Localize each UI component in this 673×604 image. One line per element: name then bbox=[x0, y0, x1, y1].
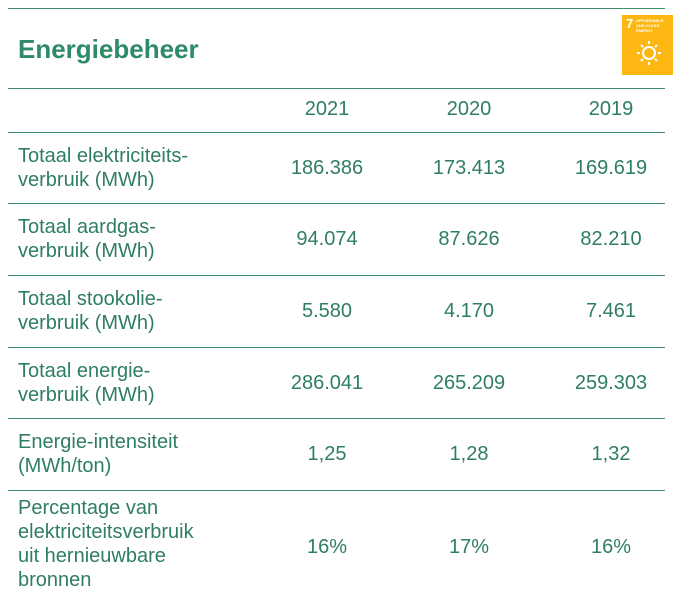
cell-value: 87.626 bbox=[438, 228, 500, 250]
cell-value: 4.170 bbox=[443, 300, 495, 322]
sdg-number: 7 bbox=[626, 16, 634, 31]
title: Energiebeheer bbox=[18, 34, 199, 64]
sdg-label: AFFORDABLE AND CLEAN ENERGY bbox=[636, 18, 664, 33]
row-label-line: verbruik (MWh) bbox=[18, 240, 155, 262]
row-label: Totaal aardgas-verbruik (MWh) bbox=[18, 215, 268, 263]
cell-value: 16% bbox=[306, 536, 348, 558]
row-label-line: Totaal stookolie- bbox=[18, 288, 163, 310]
cell-value: 186.386 bbox=[290, 156, 364, 179]
cell-value: 5.580 bbox=[301, 300, 353, 322]
cell-value: 173.413 bbox=[432, 156, 506, 179]
row-label-line: bronnen bbox=[18, 569, 92, 591]
cell-value: 259.303 bbox=[574, 371, 648, 394]
cell-value: 1,25 bbox=[307, 443, 347, 465]
cell-value: 94.074 bbox=[296, 228, 358, 250]
cell-value: 16% bbox=[590, 536, 632, 558]
row-label-line: verbruik (MWh) bbox=[18, 312, 155, 334]
header-rule bbox=[8, 132, 665, 133]
cell-value: 169.619 bbox=[574, 156, 648, 179]
row-label-line: (MWh/ton) bbox=[18, 455, 112, 477]
title-rule bbox=[8, 88, 665, 89]
row-rule bbox=[8, 347, 665, 348]
sun-icon bbox=[637, 41, 661, 65]
row-label: Totaal energie-verbruik (MWh) bbox=[18, 359, 268, 407]
row-rule bbox=[8, 490, 665, 491]
row-label-line: Totaal elektriciteits- bbox=[18, 144, 189, 167]
row-label-line: Energie-intensiteit bbox=[18, 431, 179, 453]
cell-value: 7.461 bbox=[585, 300, 637, 322]
row-rule bbox=[8, 418, 665, 419]
row-label-line: verbruik (MWh) bbox=[18, 383, 155, 406]
cell-value: 1,32 bbox=[591, 443, 631, 465]
sdg-icon: 7 AFFORDABLE AND CLEAN ENERGY bbox=[622, 15, 673, 75]
top-rule bbox=[8, 8, 665, 9]
row-rule bbox=[8, 203, 665, 204]
cell-value: 82.210 bbox=[580, 228, 642, 250]
column-header: 2021 bbox=[304, 98, 350, 120]
row-label-line: uit hernieuwbare bbox=[18, 545, 166, 567]
row-label-line: verbruik (MWh) bbox=[18, 168, 155, 191]
cell-value: 1,28 bbox=[449, 443, 489, 465]
row-label: Energie-intensiteit (MWh/ton) bbox=[18, 430, 268, 478]
row-label-line: elektriciteitsverbruik bbox=[18, 521, 194, 543]
cell-value: 17% bbox=[448, 536, 490, 558]
row-label-line: Totaal energie- bbox=[18, 359, 151, 382]
cell-value: 265.209 bbox=[432, 371, 506, 394]
column-header: 2020 bbox=[446, 98, 492, 120]
row-rule bbox=[8, 275, 665, 276]
row-label-line: Totaal aardgas- bbox=[18, 216, 156, 238]
cell-value: 286.041 bbox=[290, 371, 364, 394]
row-label: Totaal stookolie-verbruik (MWh) bbox=[18, 287, 268, 335]
row-label: Totaal elektriciteits-verbruik (MWh) bbox=[18, 144, 268, 192]
row-label: Percentage van elektriciteitsverbruik uit … bbox=[18, 496, 268, 592]
column-header: 2019 bbox=[588, 98, 634, 120]
row-label-line: Percentage van bbox=[18, 497, 159, 519]
